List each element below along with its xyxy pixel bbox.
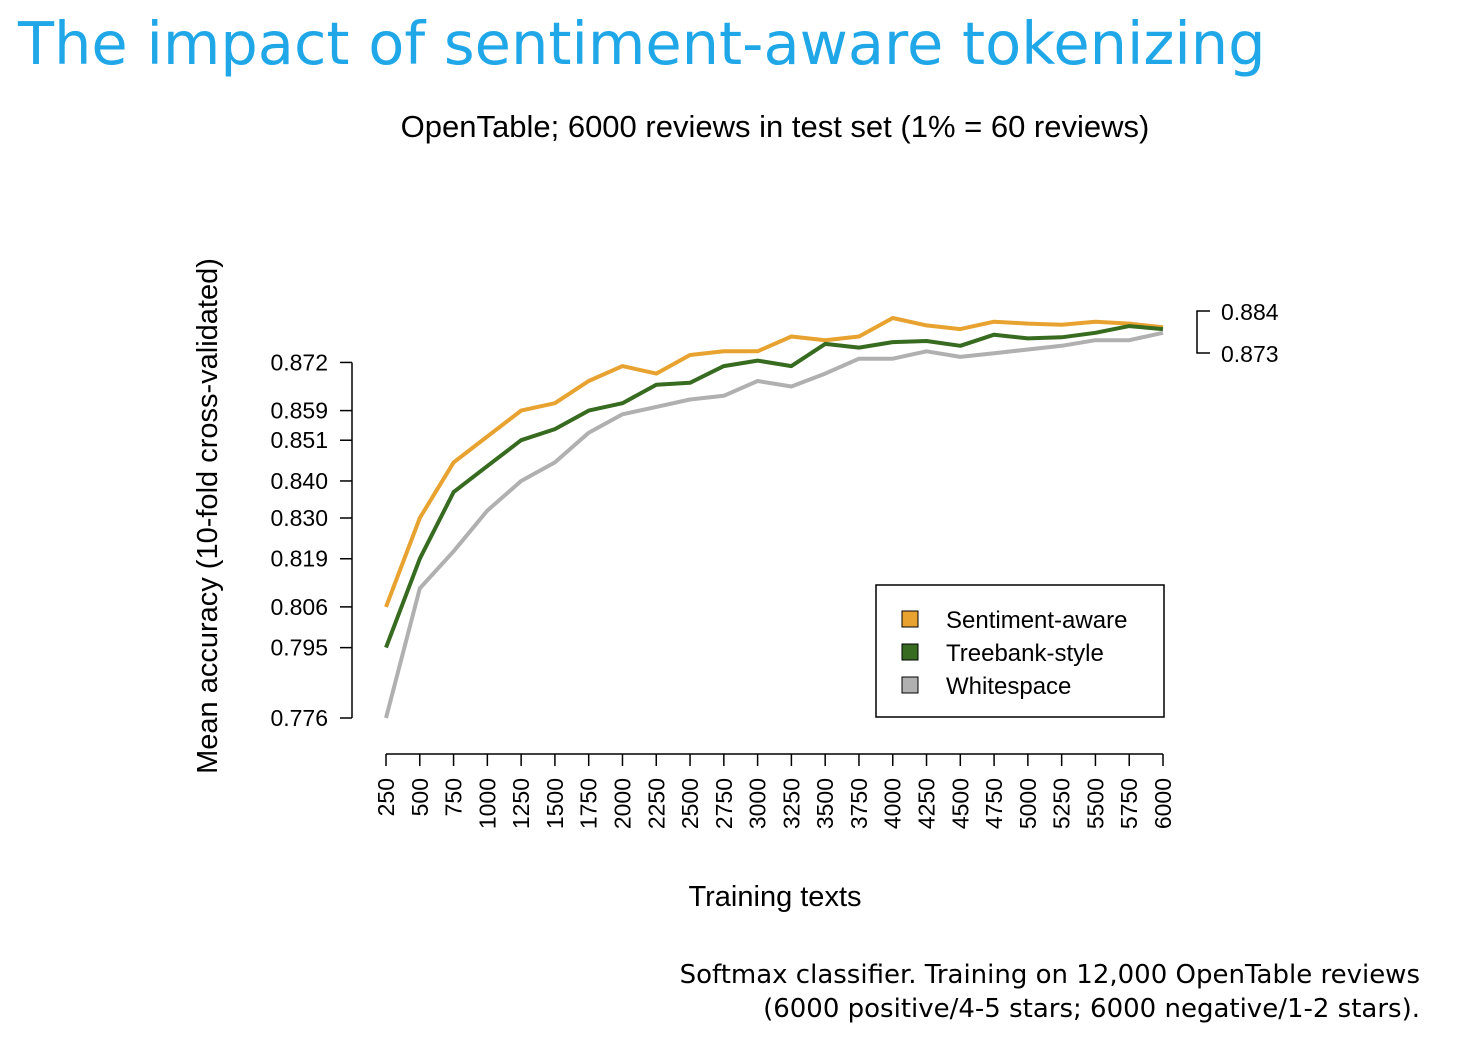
x-axis: 250 500 750 1000 1250 1500 1750 2000 2250 2500 275…: [373, 753, 1176, 829]
range-high-label: 0.884: [1221, 299, 1279, 325]
y-tick-label: 0.776: [270, 705, 328, 731]
range-low-label: 0.873: [1221, 341, 1279, 367]
legend-box: [875, 584, 1165, 718]
y-tick-label: 0.819: [270, 546, 328, 572]
x-tick-label: 3500: [812, 778, 838, 829]
x-tick-label: 2500: [677, 778, 703, 829]
x-tick-label: 5500: [1082, 778, 1108, 829]
x-tick-label: 2000: [609, 778, 635, 829]
y-tick-label: 0.840: [270, 468, 328, 494]
y-tick-label: 0.806: [270, 594, 328, 620]
x-tick-label: 3000: [745, 778, 771, 829]
series-line-treebank-style: [384, 324, 1164, 649]
series-lines: [384, 316, 1164, 719]
legend-label-treebank-style: Treebank-style: [946, 640, 1104, 667]
x-tick-label: 4500: [947, 778, 973, 829]
x-tick-label: 1500: [542, 778, 568, 829]
x-tick-label: 5000: [1015, 778, 1041, 829]
y-tick-label: 0.830: [270, 505, 328, 531]
x-tick-label: 4000: [880, 778, 906, 829]
x-tick-label: 6000: [1150, 778, 1176, 829]
caption-line-1: Softmax classifier. Training on 12,000 O…: [679, 960, 1420, 990]
legend: Sentiment-aware Treebank-style Whitespac…: [875, 584, 1165, 718]
series-line-sentiment-aware: [384, 316, 1164, 608]
legend-swatch-sentiment-aware: [901, 610, 919, 628]
y-tick-label: 0.859: [270, 398, 328, 424]
slide-title: The impact of sentiment-aware tokenizing: [18, 9, 1266, 78]
x-tick-label: 3750: [846, 778, 872, 829]
x-tick-label: 1250: [508, 778, 534, 829]
x-tick-label: 4750: [981, 778, 1007, 829]
range-bracket: [1196, 310, 1210, 354]
range-annotation: 0.884 0.873: [1196, 299, 1279, 367]
x-tick-label: 500: [407, 778, 433, 816]
x-tick-label: 250: [373, 778, 399, 816]
legend-swatch-whitespace: [901, 676, 919, 694]
legend-label-sentiment-aware: Sentiment-aware: [946, 607, 1127, 634]
x-tick-label: 1750: [576, 778, 602, 829]
y-tick-label: 0.795: [270, 635, 328, 661]
caption: Softmax classifier. Training on 12,000 O…: [680, 958, 1420, 1026]
x-tick-label: 5250: [1049, 778, 1075, 829]
x-tick-label: 2750: [711, 778, 737, 829]
x-tick-label: 750: [441, 778, 467, 816]
legend-swatch-treebank-style: [901, 643, 919, 661]
y-tick-label: 0.872: [270, 349, 328, 375]
x-tick-label: 4250: [914, 778, 940, 829]
y-axis-label: Mean accuracy (10-fold cross-validated): [192, 258, 224, 774]
y-axis: 0.776 0.795 0.806 0.819 0.830 0.840 0.851 0.859…: [270, 349, 353, 731]
legend-label-whitespace: Whitespace: [946, 673, 1071, 700]
x-tick-label: 3250: [778, 778, 804, 829]
x-tick-label: 2250: [643, 778, 669, 829]
chart-title: OpenTable; 6000 reviews in test set (1% …: [401, 109, 1150, 144]
x-tick-label: 1000: [474, 778, 500, 829]
y-tick-label: 0.851: [270, 427, 328, 453]
series-line-whitespace: [384, 330, 1164, 719]
x-axis-label: Training texts: [689, 881, 862, 913]
x-tick-label: 5750: [1116, 778, 1142, 829]
caption-line-2: (6000 positive/4-5 stars; 6000 negative/…: [763, 994, 1420, 1024]
